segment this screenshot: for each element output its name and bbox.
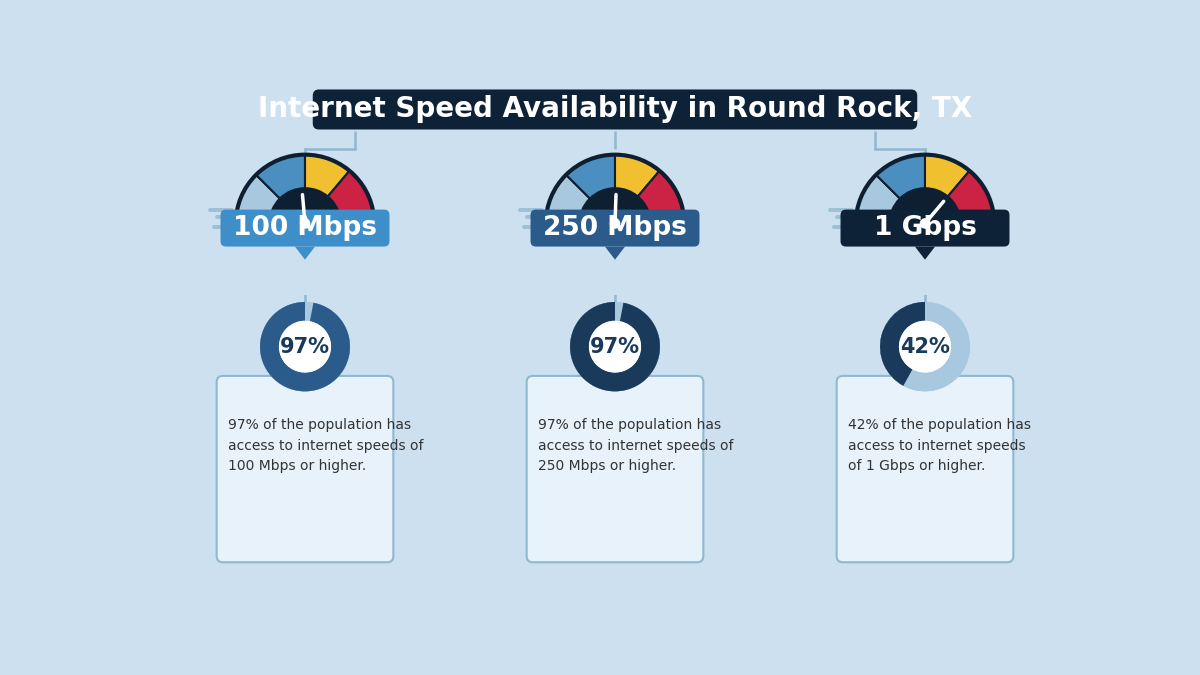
- Wedge shape: [570, 302, 660, 392]
- Text: 97%: 97%: [590, 337, 640, 356]
- Circle shape: [270, 188, 341, 259]
- FancyBboxPatch shape: [530, 210, 700, 246]
- Circle shape: [300, 219, 310, 228]
- Wedge shape: [637, 171, 683, 223]
- Circle shape: [278, 321, 331, 373]
- Wedge shape: [853, 153, 996, 223]
- Circle shape: [589, 321, 641, 373]
- Wedge shape: [260, 302, 350, 392]
- Polygon shape: [605, 246, 625, 260]
- Wedge shape: [880, 302, 970, 392]
- Text: 42%: 42%: [900, 337, 950, 356]
- Wedge shape: [616, 156, 659, 196]
- Text: Internet Speed Availability in Round Rock, TX: Internet Speed Availability in Round Roc…: [258, 95, 972, 124]
- Text: 100 Mbps: 100 Mbps: [233, 215, 377, 241]
- Wedge shape: [880, 302, 970, 392]
- FancyBboxPatch shape: [836, 376, 1013, 562]
- Circle shape: [899, 321, 952, 373]
- FancyBboxPatch shape: [527, 376, 703, 562]
- Polygon shape: [295, 246, 316, 260]
- Polygon shape: [914, 246, 935, 260]
- Wedge shape: [260, 302, 350, 392]
- Text: 97%: 97%: [280, 337, 330, 356]
- Text: 97% of the population has
access to internet speeds of
250 Mbps or higher.: 97% of the population has access to inte…: [538, 418, 733, 473]
- Wedge shape: [925, 156, 968, 196]
- Wedge shape: [260, 302, 350, 392]
- FancyBboxPatch shape: [217, 376, 394, 562]
- Text: 97% of the population has
access to internet speeds of
100 Mbps or higher.: 97% of the population has access to inte…: [228, 418, 424, 473]
- FancyBboxPatch shape: [221, 210, 390, 246]
- Wedge shape: [234, 153, 377, 223]
- Wedge shape: [260, 302, 350, 392]
- FancyBboxPatch shape: [840, 210, 1009, 246]
- Bar: [229, 223, 380, 295]
- Circle shape: [920, 219, 930, 228]
- Wedge shape: [257, 156, 305, 198]
- Text: 42%: 42%: [900, 337, 950, 356]
- Wedge shape: [547, 176, 590, 223]
- Wedge shape: [305, 156, 349, 196]
- Wedge shape: [570, 302, 660, 392]
- Wedge shape: [857, 176, 900, 223]
- Bar: [539, 223, 691, 295]
- Circle shape: [889, 188, 960, 259]
- Circle shape: [580, 188, 650, 259]
- Circle shape: [899, 321, 952, 373]
- Text: 97%: 97%: [590, 337, 640, 356]
- Text: 97%: 97%: [280, 337, 330, 356]
- Wedge shape: [328, 171, 373, 223]
- Bar: [850, 223, 1001, 295]
- Wedge shape: [566, 156, 616, 198]
- Circle shape: [278, 321, 331, 373]
- Wedge shape: [236, 176, 280, 223]
- Wedge shape: [948, 171, 994, 223]
- Circle shape: [589, 321, 641, 373]
- Text: 42% of the population has
access to internet speeds
of 1 Gbps or higher.: 42% of the population has access to inte…: [847, 418, 1031, 473]
- Wedge shape: [880, 302, 925, 386]
- Wedge shape: [570, 302, 660, 392]
- Circle shape: [611, 219, 619, 228]
- Text: 250 Mbps: 250 Mbps: [544, 215, 686, 241]
- Wedge shape: [880, 302, 925, 386]
- Wedge shape: [570, 302, 660, 392]
- Text: 1 Gbps: 1 Gbps: [874, 215, 977, 241]
- Wedge shape: [544, 153, 686, 223]
- Wedge shape: [877, 156, 925, 198]
- FancyBboxPatch shape: [313, 90, 917, 130]
